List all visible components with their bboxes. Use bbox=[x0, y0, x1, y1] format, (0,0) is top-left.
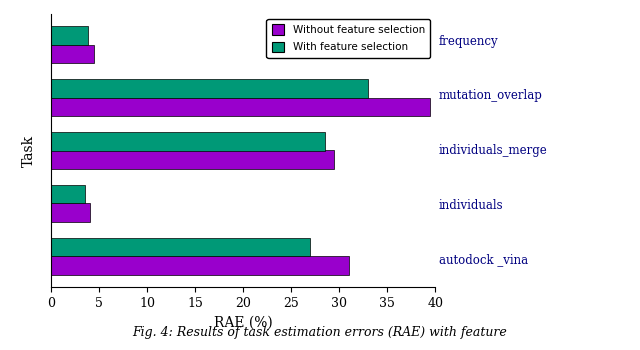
Text: mutation_overlap: mutation_overlap bbox=[439, 89, 543, 103]
Bar bbox=[51, 185, 85, 203]
Bar bbox=[51, 45, 95, 63]
Text: autodock _vina: autodock _vina bbox=[439, 253, 528, 266]
X-axis label: RAE (%): RAE (%) bbox=[214, 315, 273, 329]
Bar bbox=[51, 203, 90, 222]
Text: frequency: frequency bbox=[439, 35, 499, 48]
Legend: Without feature selection, With feature selection: Without feature selection, With feature … bbox=[266, 19, 430, 58]
Bar bbox=[51, 132, 324, 150]
Bar bbox=[51, 79, 368, 98]
Bar bbox=[51, 150, 334, 169]
Bar bbox=[51, 26, 88, 45]
Y-axis label: Task: Task bbox=[22, 134, 36, 167]
Text: individuals_merge: individuals_merge bbox=[439, 144, 548, 157]
Text: Fig. 4: Results of task estimation errors (RAE) with feature: Fig. 4: Results of task estimation error… bbox=[132, 326, 508, 339]
Text: individuals: individuals bbox=[439, 198, 504, 212]
Bar bbox=[51, 256, 349, 275]
Bar bbox=[51, 98, 430, 116]
Bar bbox=[51, 238, 310, 256]
